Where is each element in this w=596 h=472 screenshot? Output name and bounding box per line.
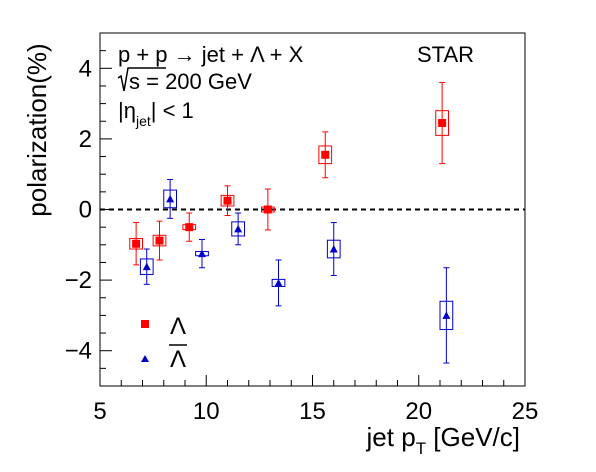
- x-tick-label: 20: [405, 398, 432, 425]
- sqrt-symbol: [117, 67, 166, 92]
- reaction-annotation: p + p → jet + Λ + X: [118, 42, 304, 67]
- x-tick-label: 5: [93, 398, 106, 425]
- data-marks: [129, 81, 454, 364]
- legend-label-antilambda: Λ: [170, 346, 186, 373]
- legend: Λ Λ: [141, 313, 187, 373]
- series-antilambda: [139, 178, 454, 364]
- legend-marker-lambda: [141, 320, 149, 328]
- y-tick-label: −4: [65, 338, 92, 365]
- legend-label-lambda: Λ: [170, 313, 186, 340]
- systematic-error-box: [435, 110, 449, 136]
- antilambda-point: [166, 194, 175, 203]
- lambda-point: [321, 150, 330, 159]
- y-tick-label: 0: [79, 197, 92, 224]
- systematic-error-box: [231, 221, 245, 237]
- eta-annotation: |ηjet| < 1: [118, 98, 194, 129]
- systematic-error-box: [139, 258, 154, 275]
- x-axis-label: jet pT [GeV/c]: [366, 422, 520, 458]
- legend-marker-antilambda: [141, 355, 149, 362]
- x-tick-label: 25: [512, 398, 539, 425]
- x-tick-label: 10: [193, 398, 220, 425]
- lambda-point: [263, 205, 272, 214]
- y-axis-label: polarization(%): [22, 43, 52, 216]
- antilambda-point: [142, 262, 151, 271]
- x-axis-label-unit: [GeV/c]: [426, 422, 520, 452]
- y-tick-label: −2: [65, 267, 92, 294]
- y-tick-label: 4: [79, 55, 92, 82]
- x-tick-label: 15: [299, 398, 326, 425]
- eta-rest: | < 1: [151, 98, 194, 123]
- y-tick-label: 2: [79, 126, 92, 153]
- eta-subscript: jet: [135, 113, 151, 129]
- antilambda-point: [442, 311, 451, 319]
- systematic-error-box: [163, 189, 177, 209]
- antilambda-point: [234, 224, 243, 233]
- systematic-error-box: [129, 237, 143, 250]
- systematic-error-box: [326, 239, 341, 259]
- systematic-error-box: [439, 300, 454, 331]
- experiment-label: STAR: [417, 42, 474, 67]
- antilambda-point: [274, 278, 283, 287]
- lambda-point: [155, 236, 164, 245]
- antilambda-point: [198, 249, 206, 258]
- antilambda-point: [329, 245, 338, 253]
- systematic-error-box: [152, 234, 167, 247]
- energy-annotation: s = 200 GeV: [129, 69, 252, 94]
- x-axis-label-main: jet p: [366, 422, 416, 452]
- systematic-error-box: [318, 145, 333, 165]
- lambda-point: [185, 223, 194, 232]
- lambda-point: [438, 119, 447, 128]
- lambda-point: [132, 239, 141, 248]
- x-axis-label-sub: T: [416, 439, 426, 458]
- series-lambda: [129, 81, 449, 266]
- eta-main: |η: [118, 98, 136, 123]
- lambda-point: [223, 196, 232, 205]
- systematic-error-box: [220, 194, 235, 207]
